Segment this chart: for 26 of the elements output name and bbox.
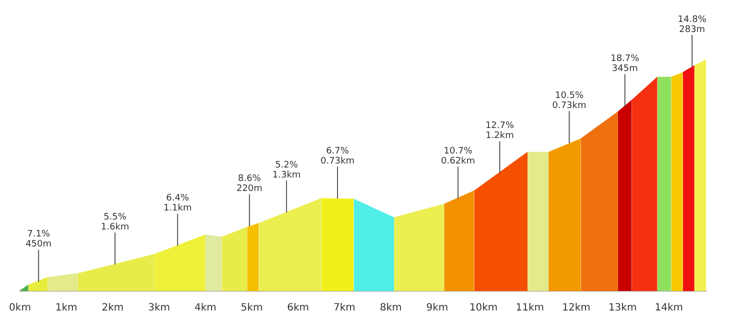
x-tick-label: 5km: [240, 302, 263, 314]
annotation: 14.8% 283m: [678, 14, 707, 35]
annotation: 7.1% 450m: [26, 230, 52, 250]
x-tick-label: 7km: [334, 302, 356, 314]
annotation: 8.6% 220m: [236, 174, 262, 194]
annotation: 6.4% 1.1km: [163, 194, 192, 214]
x-tick-label: 1km: [55, 302, 78, 314]
x-tick-label: 11km: [516, 302, 544, 314]
annotation: 10.7% 0.62km: [441, 146, 476, 166]
annotation: 10.5% 0.73km: [552, 91, 586, 112]
x-tick-label: 6km: [287, 302, 310, 314]
x-tick-label: 14km: [654, 302, 684, 314]
x-tick-label: 8km: [380, 302, 402, 314]
x-tick-label: 10km: [469, 302, 498, 314]
x-tick-label: 4km: [194, 302, 216, 314]
annotation: 5.2% 1.3km: [272, 160, 301, 180]
x-tick-label: 13km: [608, 302, 637, 314]
annotation: 6.7% 0.73km: [320, 146, 355, 166]
x-tick-label: 3km: [148, 302, 170, 314]
annotation: 5.5% 1.6km: [100, 212, 130, 232]
annotation: 18.7% 345m: [610, 54, 640, 74]
annotation: 12.7% 1.2km: [485, 121, 514, 142]
x-tick-label: 9km: [426, 302, 448, 314]
x-tick-label: 2km: [102, 302, 124, 314]
x-tick-label: 0km: [9, 302, 31, 314]
x-tick-label: 12km: [562, 302, 590, 314]
